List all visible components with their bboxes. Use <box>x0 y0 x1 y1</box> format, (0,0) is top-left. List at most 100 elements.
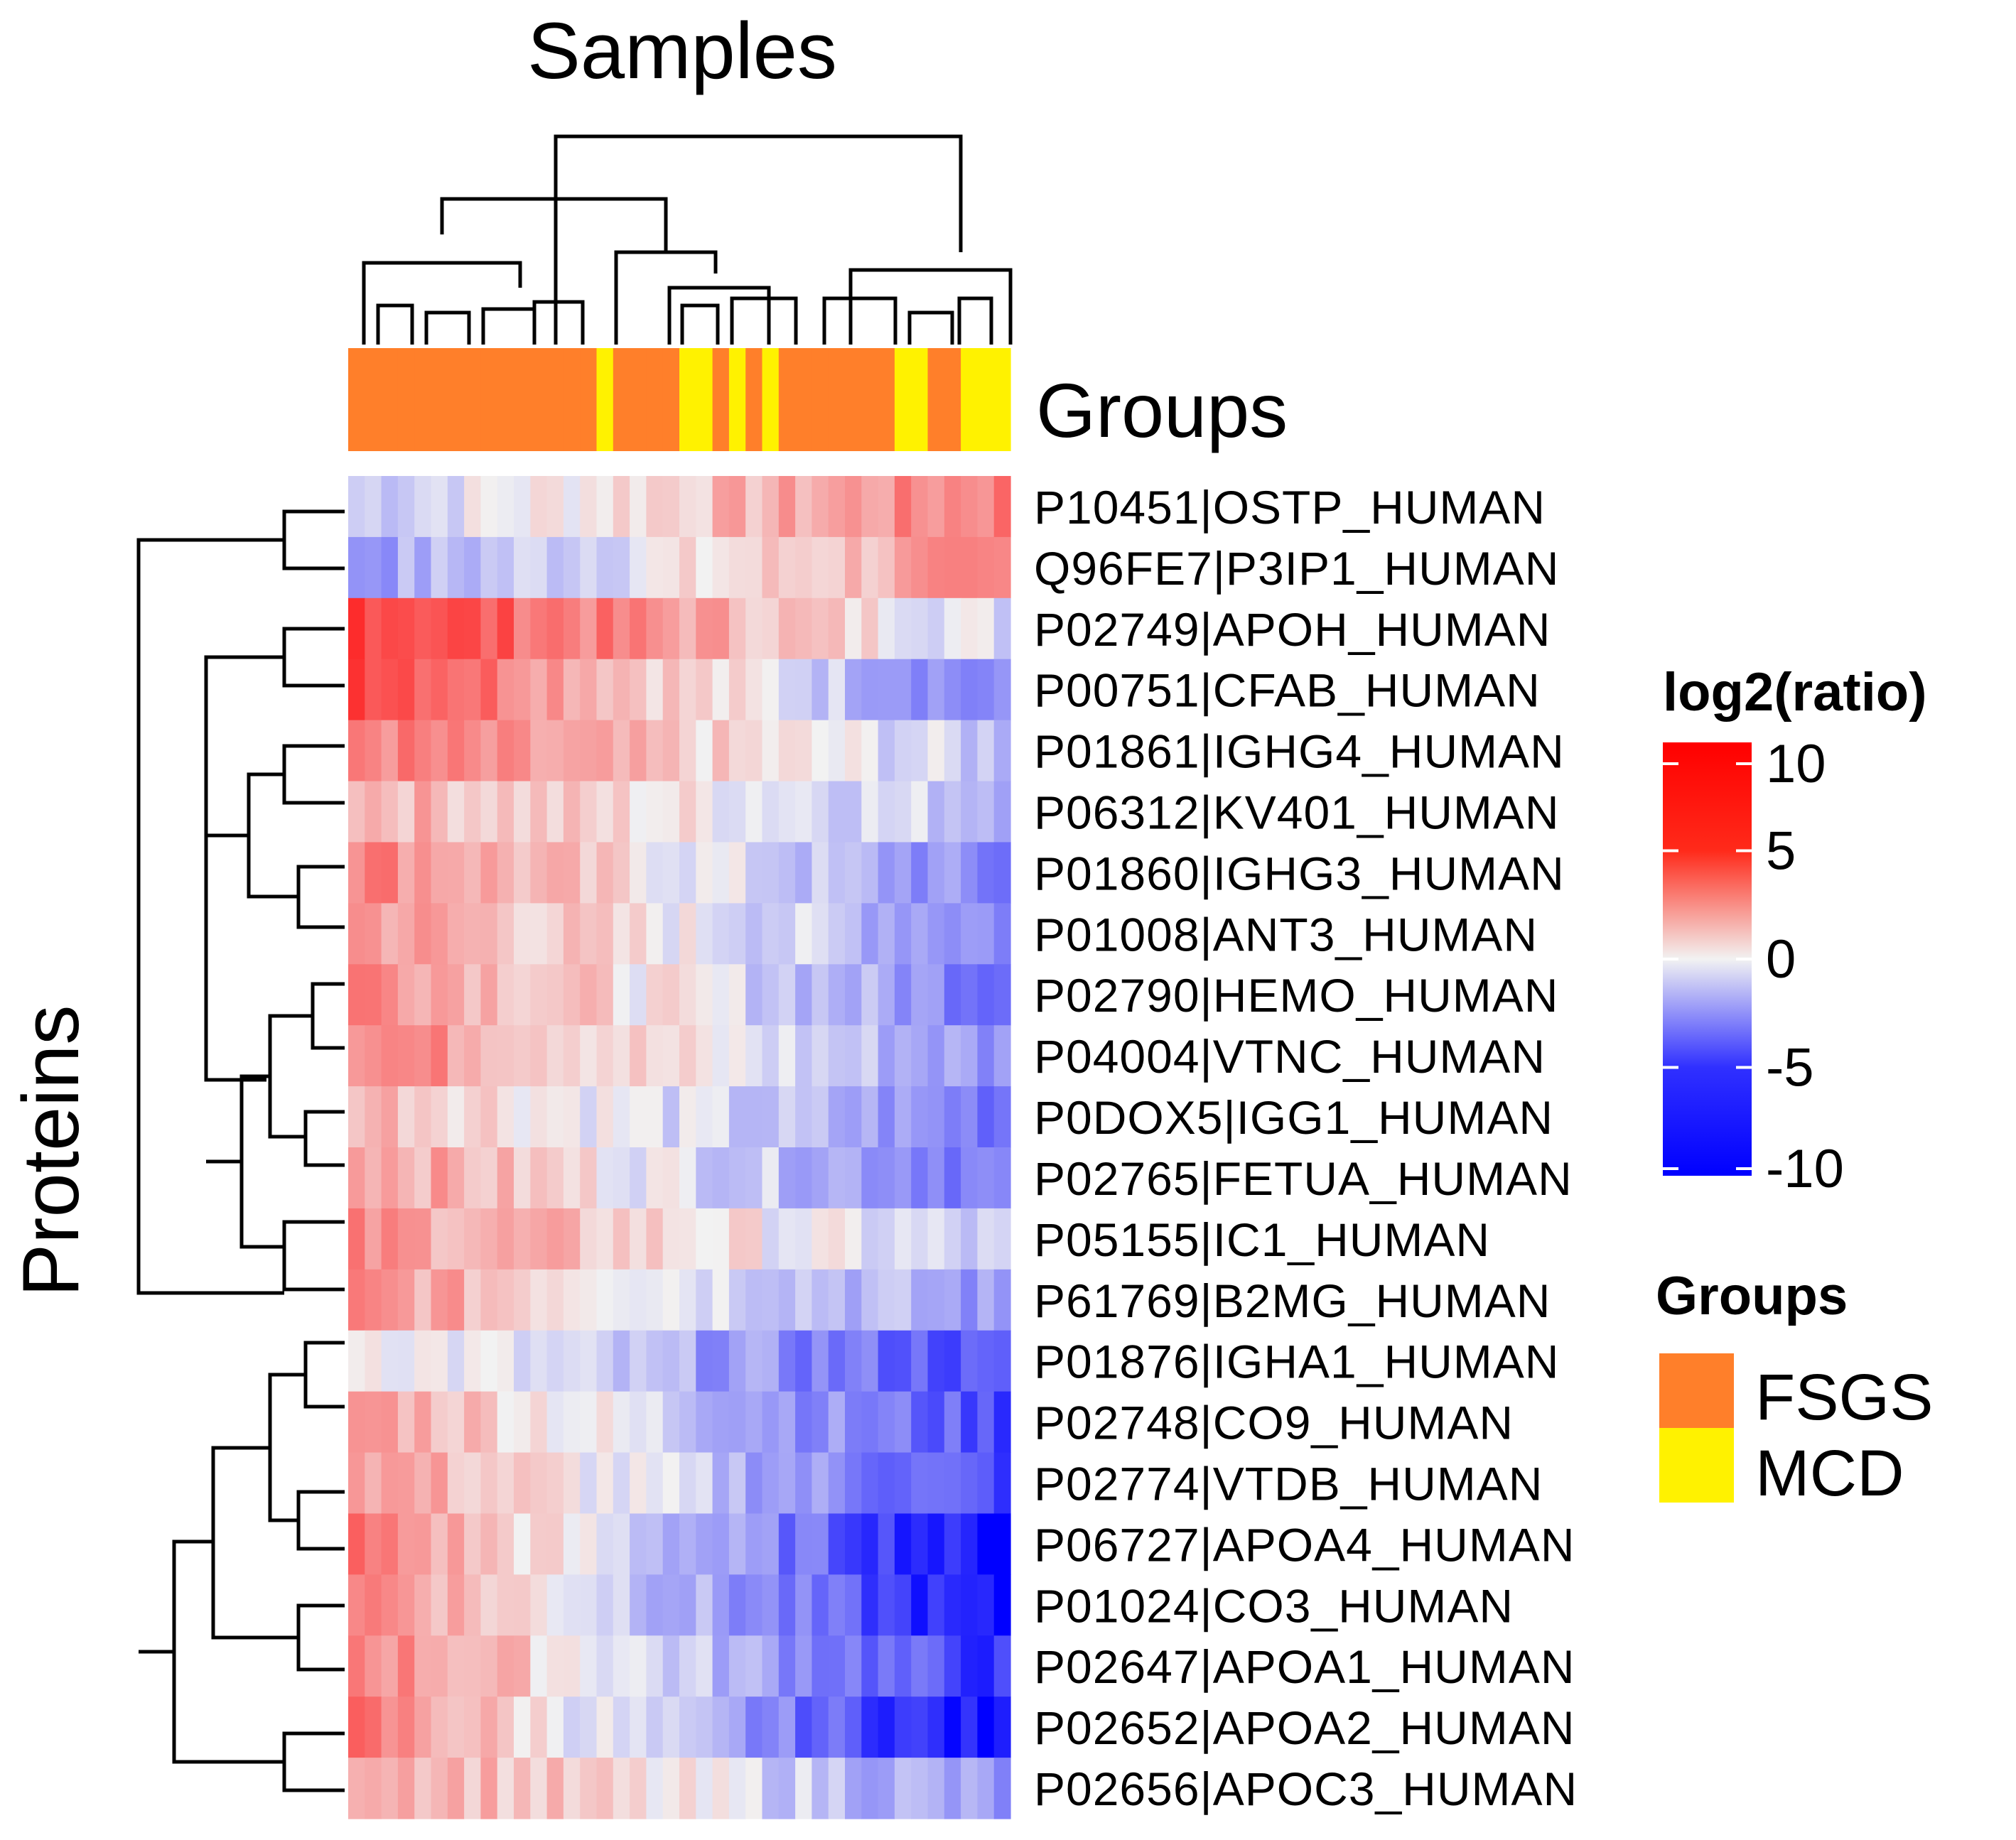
heatmap-cell <box>795 1391 812 1454</box>
protein-label: P02748|CO9_HUMAN <box>1034 1397 1514 1449</box>
group-cell <box>712 348 730 451</box>
heatmap-cell <box>961 1758 978 1819</box>
heatmap-cell <box>993 1269 1011 1331</box>
heatmap-cell <box>431 536 448 599</box>
heatmap-cell <box>894 1147 912 1209</box>
heatmap-cell <box>596 842 614 904</box>
heatmap-cell <box>646 536 664 599</box>
heatmap-cell <box>828 1758 846 1819</box>
heatmap-cell <box>546 964 564 1026</box>
group-cell <box>778 348 796 451</box>
heatmap-cell <box>348 1696 365 1758</box>
heatmap-cell <box>795 781 812 843</box>
heatmap-cell <box>662 1147 680 1209</box>
heatmap-cell <box>630 1391 647 1454</box>
heatmap-cell <box>728 1758 746 1819</box>
heatmap-cell <box>894 1696 912 1758</box>
heatmap-cell <box>812 597 829 660</box>
heatmap-cell <box>546 536 564 599</box>
group-cell <box>745 348 763 451</box>
heatmap-cell <box>613 1147 630 1209</box>
heatmap-cell <box>762 1574 780 1636</box>
heatmap-cell <box>480 659 498 721</box>
heatmap-cell <box>861 597 879 660</box>
heatmap-cell <box>447 720 465 782</box>
heatmap-cell <box>944 1574 961 1636</box>
heatmap-cell <box>993 1025 1011 1087</box>
heatmap-cell <box>712 1452 730 1515</box>
heatmap-cell <box>431 597 448 660</box>
group-cell <box>431 348 448 451</box>
heatmap-cell <box>397 1452 415 1515</box>
heatmap-cell <box>745 1758 763 1819</box>
heatmap-cell <box>480 1452 498 1515</box>
heatmap-cell <box>861 964 879 1026</box>
heatmap-cell <box>431 1513 448 1575</box>
group-cell <box>795 348 812 451</box>
heatmap-cell <box>464 1025 481 1087</box>
heatmap-cell <box>431 1025 448 1087</box>
protein-label: P10451|OSTP_HUMAN <box>1034 481 1546 534</box>
heatmap-cell <box>381 1025 399 1087</box>
heatmap-cell <box>894 903 912 965</box>
heatmap-cell <box>762 597 780 660</box>
heatmap-cell <box>546 1086 564 1148</box>
heatmap-cell <box>596 536 614 599</box>
heatmap-cell <box>993 1147 1011 1209</box>
heatmap-cell <box>381 1208 399 1270</box>
heatmap-cell <box>431 1758 448 1819</box>
heatmap-cell <box>497 1025 514 1087</box>
heatmap-cell <box>563 1696 581 1758</box>
heatmap-cell <box>745 1635 763 1697</box>
heatmap-cell <box>911 964 929 1026</box>
protein-label: P05155|IC1_HUMAN <box>1034 1213 1490 1266</box>
heatmap-cell <box>977 1696 995 1758</box>
heatmap-cell <box>563 964 581 1026</box>
protein-dendrogram <box>136 509 345 1792</box>
heatmap-cell <box>480 903 498 965</box>
legend-label-fsgs: FSGS <box>1755 1361 1933 1434</box>
color-scale-tick-label: -5 <box>1766 1038 1814 1098</box>
heatmap-cell <box>397 842 415 904</box>
heatmap-cell <box>696 1208 713 1270</box>
heatmap-cell <box>977 720 995 782</box>
heatmap-cell <box>861 1696 879 1758</box>
heatmap-cell <box>712 1574 730 1636</box>
heatmap-cell <box>845 1208 862 1270</box>
heatmap-cell <box>381 1147 399 1209</box>
heatmap-cell <box>977 536 995 599</box>
heatmap-cell <box>679 1147 696 1209</box>
heatmap-cell <box>530 1513 548 1575</box>
heatmap-cell <box>911 1513 929 1575</box>
heatmap-cell <box>745 1025 763 1087</box>
heatmap-cell <box>828 659 846 721</box>
heatmap-cell <box>828 964 846 1026</box>
heatmap-cell <box>728 597 746 660</box>
heatmap-cell <box>381 1452 399 1515</box>
heatmap-cell <box>927 1635 945 1697</box>
heatmap-cell <box>993 903 1011 965</box>
heatmap-cell <box>646 720 664 782</box>
heatmap-cell <box>828 1513 846 1575</box>
heatmap-cell <box>861 842 879 904</box>
heatmap-cell <box>712 1391 730 1454</box>
heatmap-cell <box>878 720 895 782</box>
heatmap-cell <box>961 1452 978 1515</box>
heatmap-cell <box>630 1452 647 1515</box>
heatmap-cell <box>911 1025 929 1087</box>
heatmap-cell <box>630 1330 647 1392</box>
heatmap-cell <box>431 781 448 843</box>
heatmap-cell <box>613 842 630 904</box>
heatmap-cell <box>861 781 879 843</box>
heatmap-cell <box>861 1391 879 1454</box>
heatmap-cell <box>745 1574 763 1636</box>
heatmap-cell <box>381 1269 399 1331</box>
heatmap-cell <box>480 1025 498 1087</box>
heatmap-cell <box>365 1025 382 1087</box>
heatmap-cell <box>977 476 995 538</box>
heatmap-cell <box>795 1147 812 1209</box>
heatmap-cell <box>630 1025 647 1087</box>
samples-title: Samples <box>527 6 837 95</box>
heatmap-cell <box>812 964 829 1026</box>
heatmap-cell <box>712 1025 730 1087</box>
